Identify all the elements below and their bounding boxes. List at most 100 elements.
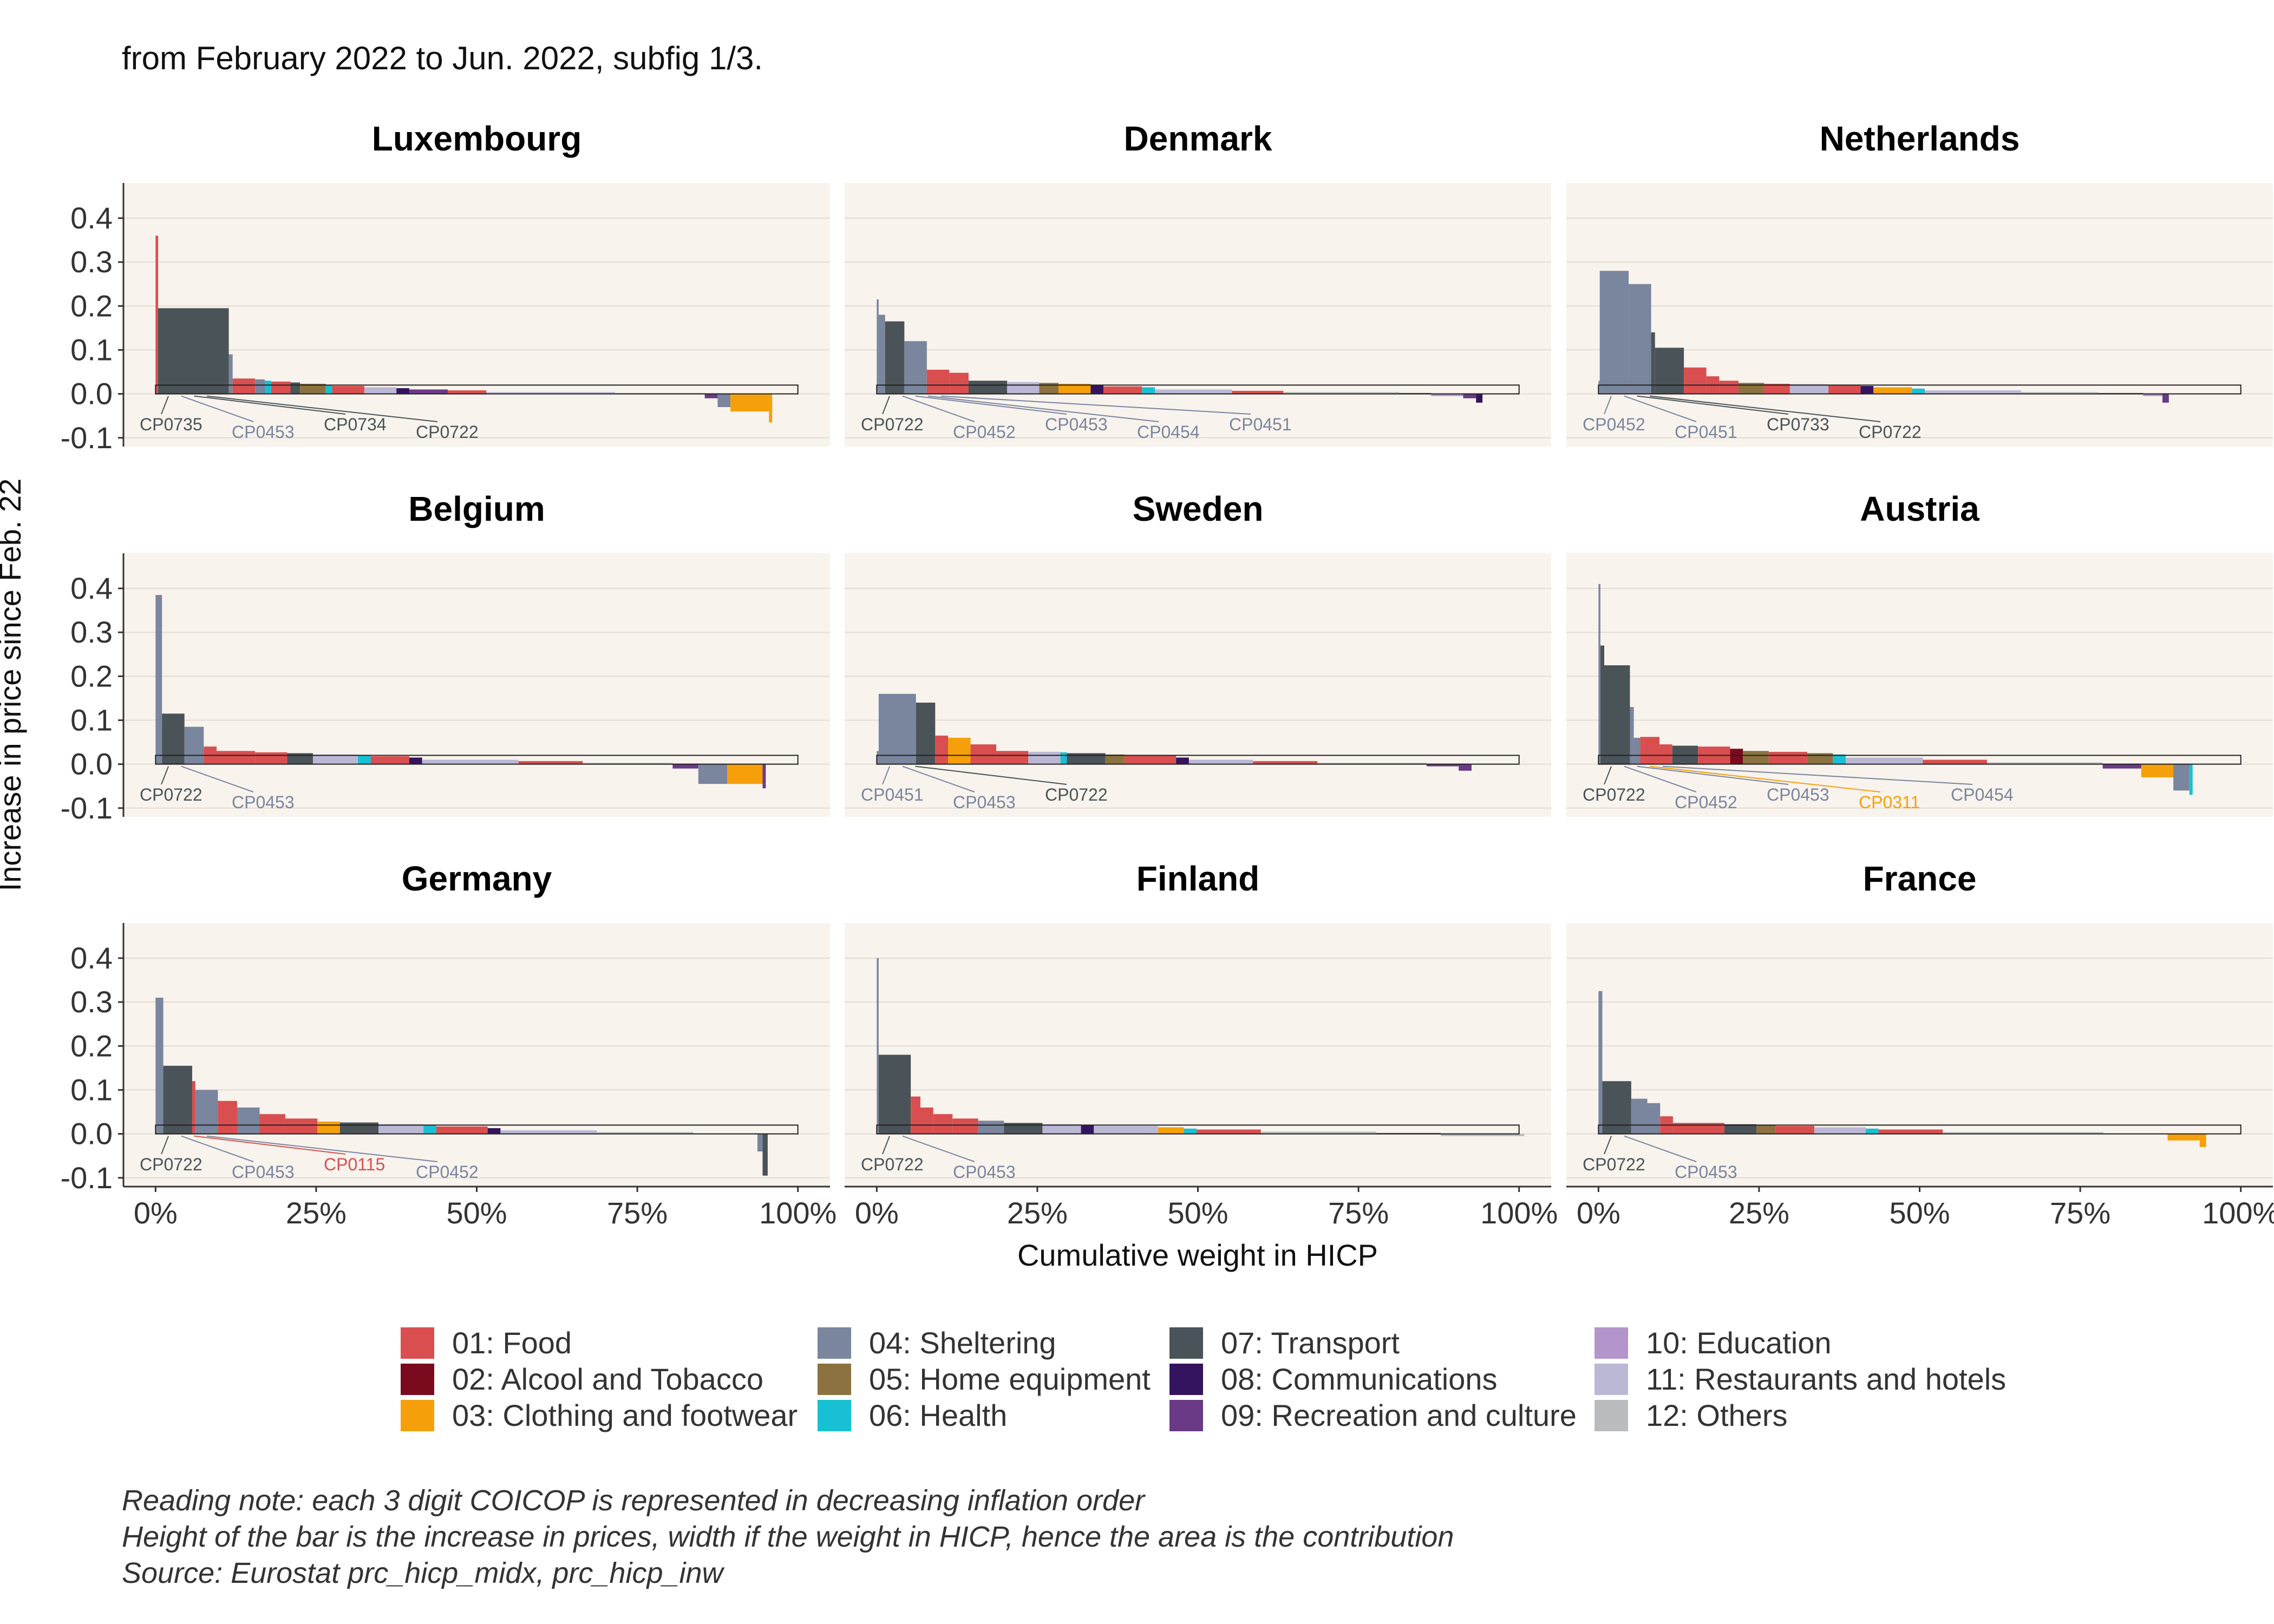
x-tick-label: 75%: [1328, 1196, 1389, 1230]
legend-label: 07: Transport: [1221, 1326, 1400, 1360]
legend-label: 09: Recreation and culture: [1221, 1398, 1577, 1432]
code-label-leader: [915, 765, 1067, 785]
bar: [2167, 1134, 2200, 1141]
y-tick-label: 0.2: [70, 659, 113, 693]
x-tick-label: 50%: [446, 1196, 507, 1230]
bar: [1007, 382, 1040, 394]
legend-item: 08: Communications: [1169, 1362, 1497, 1396]
bar: [1090, 385, 1104, 394]
panel-background: [123, 923, 830, 1187]
panel-title: Belgium: [408, 489, 545, 528]
bar: [1789, 384, 1829, 394]
panel-netherlands: Netherlands CP0452 CP0451 CP0733 CP0722: [1566, 119, 2273, 447]
x-axis-title: Cumulative weight in HICP: [1017, 1238, 1378, 1272]
x-tick-label: 100%: [1480, 1196, 1558, 1230]
bar: [1775, 1125, 1814, 1134]
bar: [2162, 394, 2169, 403]
code-label: CP0722: [140, 1155, 202, 1174]
bar: [259, 1114, 285, 1134]
bar: [878, 693, 916, 764]
legend-swatch: [1595, 1400, 1628, 1431]
code-label-leader: [1637, 395, 1789, 415]
code-label: CP0311: [1859, 793, 1920, 812]
bar: [1058, 383, 1091, 394]
bar: [1176, 757, 1189, 764]
y-tick-label: 0.2: [70, 289, 113, 323]
code-label: CP0722: [140, 785, 202, 804]
bar: [949, 372, 969, 394]
code-label-leader: [194, 1135, 346, 1155]
bar: [1943, 1132, 2103, 1134]
code-label-leader: [207, 1135, 438, 1162]
code-label-leader: [940, 395, 1251, 415]
bar: [155, 235, 159, 394]
bar: [769, 394, 773, 423]
bar: [1633, 737, 1641, 764]
baseline-box: [1598, 1124, 2242, 1135]
bar: [1253, 761, 1318, 764]
bar: [1598, 584, 1600, 764]
legend-swatch: [818, 1400, 851, 1431]
x-tick-label: 0%: [855, 1196, 899, 1230]
baseline-box: [1598, 755, 2242, 765]
bar: [1846, 757, 1923, 764]
bar: [1028, 751, 1061, 764]
legend-item: 06: Health: [818, 1398, 1007, 1432]
code-label: CP0722: [1583, 1155, 1645, 1174]
bar: [1067, 753, 1106, 764]
y-tick-label: -0.1: [61, 1161, 113, 1195]
code-label: CP0722: [861, 415, 924, 434]
code-label: CP0452: [1583, 415, 1645, 434]
code-label-leader: [882, 1136, 890, 1155]
panel-background: [845, 183, 1551, 447]
bar: [933, 1114, 953, 1134]
code-label: CP0115: [324, 1155, 385, 1174]
bar: [1155, 389, 1232, 394]
panel-france: France CP0722 CP0453: [1566, 859, 2273, 1187]
panel-title: France: [1863, 859, 1977, 898]
bar: [1878, 1129, 1943, 1134]
bar: [1232, 390, 1284, 394]
y-tick-label: 0.3: [70, 985, 113, 1019]
bar: [1103, 386, 1142, 394]
bar: [926, 369, 950, 394]
bar: [920, 1107, 933, 1134]
bar: [1924, 390, 2021, 394]
x-tick-label: 25%: [1007, 1196, 1068, 1230]
bar: [287, 753, 313, 764]
bar: [422, 759, 519, 764]
bar: [1756, 1125, 1776, 1134]
panel-title: Finland: [1136, 859, 1260, 898]
bar: [2199, 1134, 2206, 1147]
y-axis-ticks: -0.1 0.0 0.1 0.2 0.3 0.4 -0.1 0.0 0.1 0.2 0.3 0.4 -0…: [61, 183, 125, 1195]
panel-background: [845, 923, 1551, 1187]
code-label-leader: [1637, 765, 1789, 785]
bar: [217, 751, 256, 764]
bar: [300, 383, 326, 394]
bar: [1640, 737, 1660, 764]
bar: [364, 387, 397, 394]
bar: [1604, 665, 1630, 764]
panel-title: Netherlands: [1820, 119, 2020, 158]
bar: [1158, 1127, 1184, 1134]
legend-swatch: [401, 1364, 434, 1395]
code-label-leader: [1604, 396, 1612, 415]
bar: [518, 761, 583, 764]
code-label: CP0722: [1583, 785, 1645, 804]
bar: [162, 713, 185, 764]
bar: [583, 763, 673, 764]
x-tick-label: 0%: [1577, 1196, 1620, 1230]
bar: [1039, 383, 1059, 394]
legend-label: 03: Clothing and footwear: [452, 1398, 798, 1432]
bar: [1923, 759, 1988, 764]
code-label: CP0452: [1675, 793, 1737, 812]
panel-title: Denmark: [1124, 119, 1272, 158]
legend-swatch: [401, 1327, 434, 1359]
bar: [500, 1130, 597, 1134]
code-label: CP0735: [140, 415, 202, 434]
bar: [409, 757, 422, 764]
bar: [1631, 1098, 1648, 1134]
y-axis-title: Increase in price since Feb. 22: [0, 479, 27, 892]
